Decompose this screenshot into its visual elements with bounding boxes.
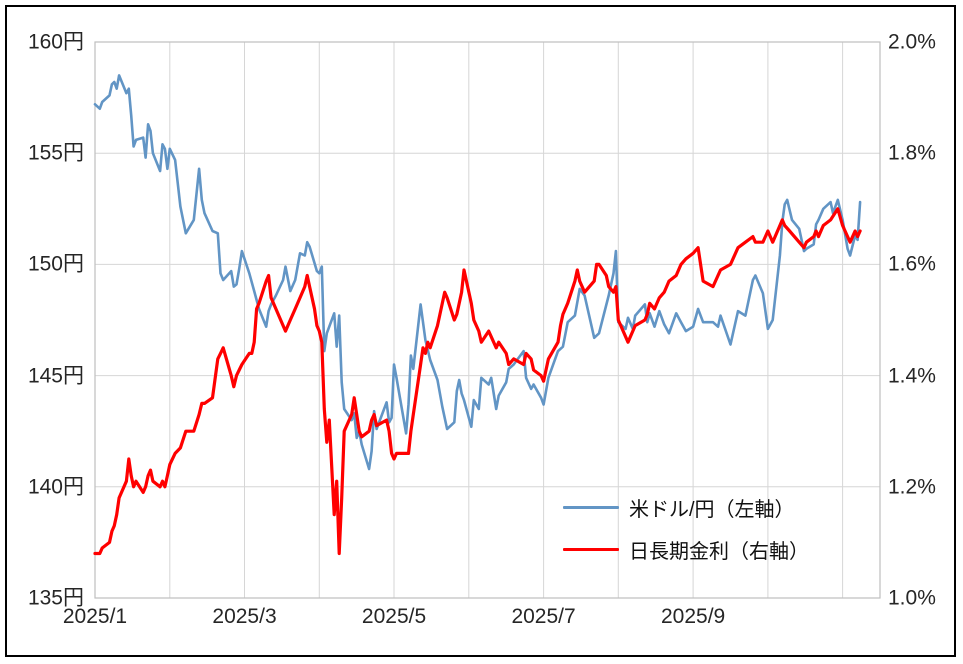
right-axis-tick-label: 1.2% [888,475,936,499]
right-axis-tick-label: 1.0% [888,586,936,610]
legend-item-usdjpy: 米ドル/円（左軸） [563,492,809,522]
x-axis-tick-label: 2025/5 [361,605,427,628]
left-axis-tick-label: 135円 [27,586,84,610]
plot-border [94,41,881,599]
x-axis-tick-label: 2025/1 [62,605,128,628]
left-axis-tick-label: 160円 [27,30,84,54]
jgb-rate-legend-label: 日長期金利（右軸） [629,540,809,563]
jgb-rate-line-series [93,207,862,556]
right-axis-tick-label: 1.8% [888,141,936,165]
usdjpy-line-series [93,74,862,471]
left-axis-tick-label: 150円 [27,252,84,276]
right-axis-tick-label: 2.0% [888,30,936,54]
left-axis-tick-label: 140円 [27,475,84,499]
right-axis-tick-label: 1.4% [888,364,936,388]
usdjpy-legend-line-icon [563,505,619,509]
x-axis-tick-label: 2025/9 [660,605,726,628]
chart-legend: 米ドル/円（左軸） 日長期金利（右軸） [563,492,809,576]
x-axis-tick-label: 2025/3 [212,605,277,628]
legend-item-jgb-rate: 日長期金利（右軸） [563,534,809,564]
right-axis-tick-label: 1.6% [888,252,936,276]
usdjpy-legend-label: 米ドル/円（左軸） [629,498,795,521]
x-axis-tick-label: 2025/7 [511,605,576,628]
left-axis-tick-label: 155円 [27,141,84,165]
left-axis-tick-label: 145円 [27,364,84,388]
jgb-rate-legend-line-icon [563,547,619,551]
